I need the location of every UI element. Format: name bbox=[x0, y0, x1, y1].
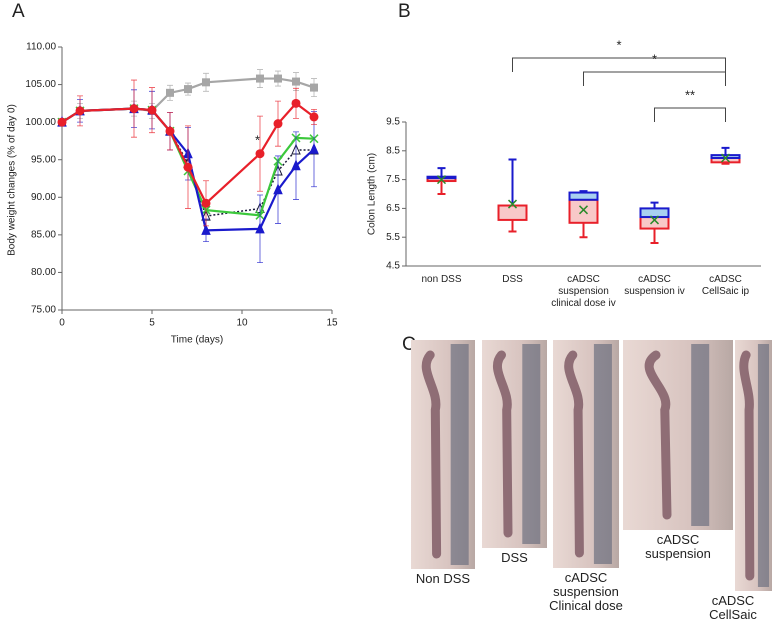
box-lower bbox=[497, 204, 528, 221]
significance-label: ** bbox=[685, 87, 695, 102]
marker bbox=[201, 224, 211, 235]
y-tick-label: 6.5 bbox=[386, 203, 400, 214]
marker bbox=[309, 142, 319, 154]
y-tick-label: 85.00 bbox=[31, 229, 56, 240]
marker bbox=[166, 88, 174, 97]
marker bbox=[202, 78, 210, 87]
marker bbox=[436, 175, 447, 185]
y-tick-label: 110.00 bbox=[26, 42, 56, 53]
marker bbox=[255, 222, 265, 234]
y-tick-label: 100.00 bbox=[25, 117, 56, 128]
marker bbox=[507, 199, 518, 209]
marker bbox=[309, 112, 319, 122]
marker bbox=[255, 149, 265, 159]
y-tick-label: 95.00 bbox=[31, 154, 56, 165]
colon bbox=[564, 350, 584, 558]
x-tick-label: 5 bbox=[149, 318, 155, 329]
significance-bracket bbox=[654, 107, 726, 122]
x-tick-label: cADSC suspension iv bbox=[624, 274, 685, 297]
marker bbox=[273, 119, 283, 129]
panel-label: B bbox=[398, 1, 411, 22]
significance-label: * bbox=[652, 51, 657, 66]
colon bbox=[492, 350, 513, 538]
marker bbox=[273, 183, 283, 195]
x-tick-label: 0 bbox=[59, 318, 65, 329]
y-tick-label: 80.00 bbox=[31, 267, 56, 278]
ruler bbox=[450, 344, 469, 565]
significance-bracket bbox=[512, 57, 726, 72]
box-lower bbox=[568, 198, 599, 224]
y-tick-label: 7.5 bbox=[386, 174, 400, 185]
annotation: * bbox=[255, 132, 260, 147]
colon bbox=[421, 350, 442, 559]
x-tick-label: non DSS bbox=[421, 274, 462, 285]
y-tick-label: 8.5 bbox=[386, 145, 400, 156]
colon bbox=[644, 350, 672, 520]
marker bbox=[201, 198, 211, 208]
y-axis-title: Colon Length (cm) bbox=[367, 153, 378, 235]
ruler bbox=[757, 344, 770, 587]
x-axis-title: Time (days) bbox=[171, 335, 223, 346]
marker bbox=[184, 85, 192, 94]
marker bbox=[165, 126, 175, 136]
x-tick-label: cADSC suspension clinical dose iv bbox=[551, 274, 616, 309]
photo-caption: Non DSS bbox=[415, 571, 471, 586]
marker bbox=[57, 117, 67, 127]
marker bbox=[75, 106, 85, 116]
whisker-low bbox=[508, 219, 517, 233]
whisker-high bbox=[508, 158, 517, 206]
marker bbox=[129, 104, 139, 114]
photo-caption: cADSC suspension Clinical dose bbox=[549, 570, 623, 613]
marker bbox=[649, 215, 660, 225]
x-tick-label: cADSC CellSaic ip bbox=[701, 274, 750, 297]
ruler bbox=[691, 344, 710, 526]
whisker-high bbox=[437, 167, 446, 177]
marker bbox=[310, 83, 318, 92]
photo bbox=[623, 340, 733, 530]
box-lower bbox=[639, 216, 670, 230]
significance-label: * bbox=[616, 37, 621, 52]
x-tick-label: DSS bbox=[502, 274, 523, 285]
marker bbox=[147, 105, 157, 115]
box-upper bbox=[639, 207, 670, 219]
photo-caption: DSS bbox=[501, 550, 528, 565]
y-tick-label: 5.5 bbox=[386, 232, 400, 243]
marker bbox=[720, 153, 731, 163]
photo-caption: cADSC suspension bbox=[645, 532, 711, 561]
significance-bracket bbox=[583, 71, 726, 86]
y-tick-label: 90.00 bbox=[31, 192, 56, 203]
y-tick-label: 105.00 bbox=[25, 79, 56, 90]
box-upper bbox=[568, 191, 599, 201]
ruler bbox=[522, 344, 541, 544]
x-tick-label: 15 bbox=[326, 318, 338, 329]
marker bbox=[291, 98, 301, 108]
y-axis-title: Body weight changes (% of day 0) bbox=[7, 104, 18, 256]
box-upper bbox=[426, 175, 457, 180]
y-tick-label: 75.00 bbox=[31, 305, 56, 316]
colon bbox=[739, 350, 755, 581]
whisker-low bbox=[650, 228, 659, 244]
whisker-low bbox=[579, 222, 588, 239]
ruler bbox=[593, 344, 612, 564]
marker bbox=[274, 74, 282, 83]
whisker-high bbox=[721, 146, 730, 156]
y-tick-label: 4.5 bbox=[386, 261, 400, 272]
y-tick-label: 9.5 bbox=[386, 117, 400, 128]
marker bbox=[292, 77, 300, 86]
panel-label: A bbox=[12, 1, 25, 22]
x-tick-label: 10 bbox=[236, 318, 248, 329]
marker bbox=[578, 205, 589, 215]
whisker-low bbox=[437, 181, 446, 195]
marker bbox=[256, 74, 264, 83]
marker bbox=[183, 162, 193, 172]
photo-caption: cADSC CellSaic bbox=[709, 593, 757, 622]
marker bbox=[291, 159, 301, 171]
